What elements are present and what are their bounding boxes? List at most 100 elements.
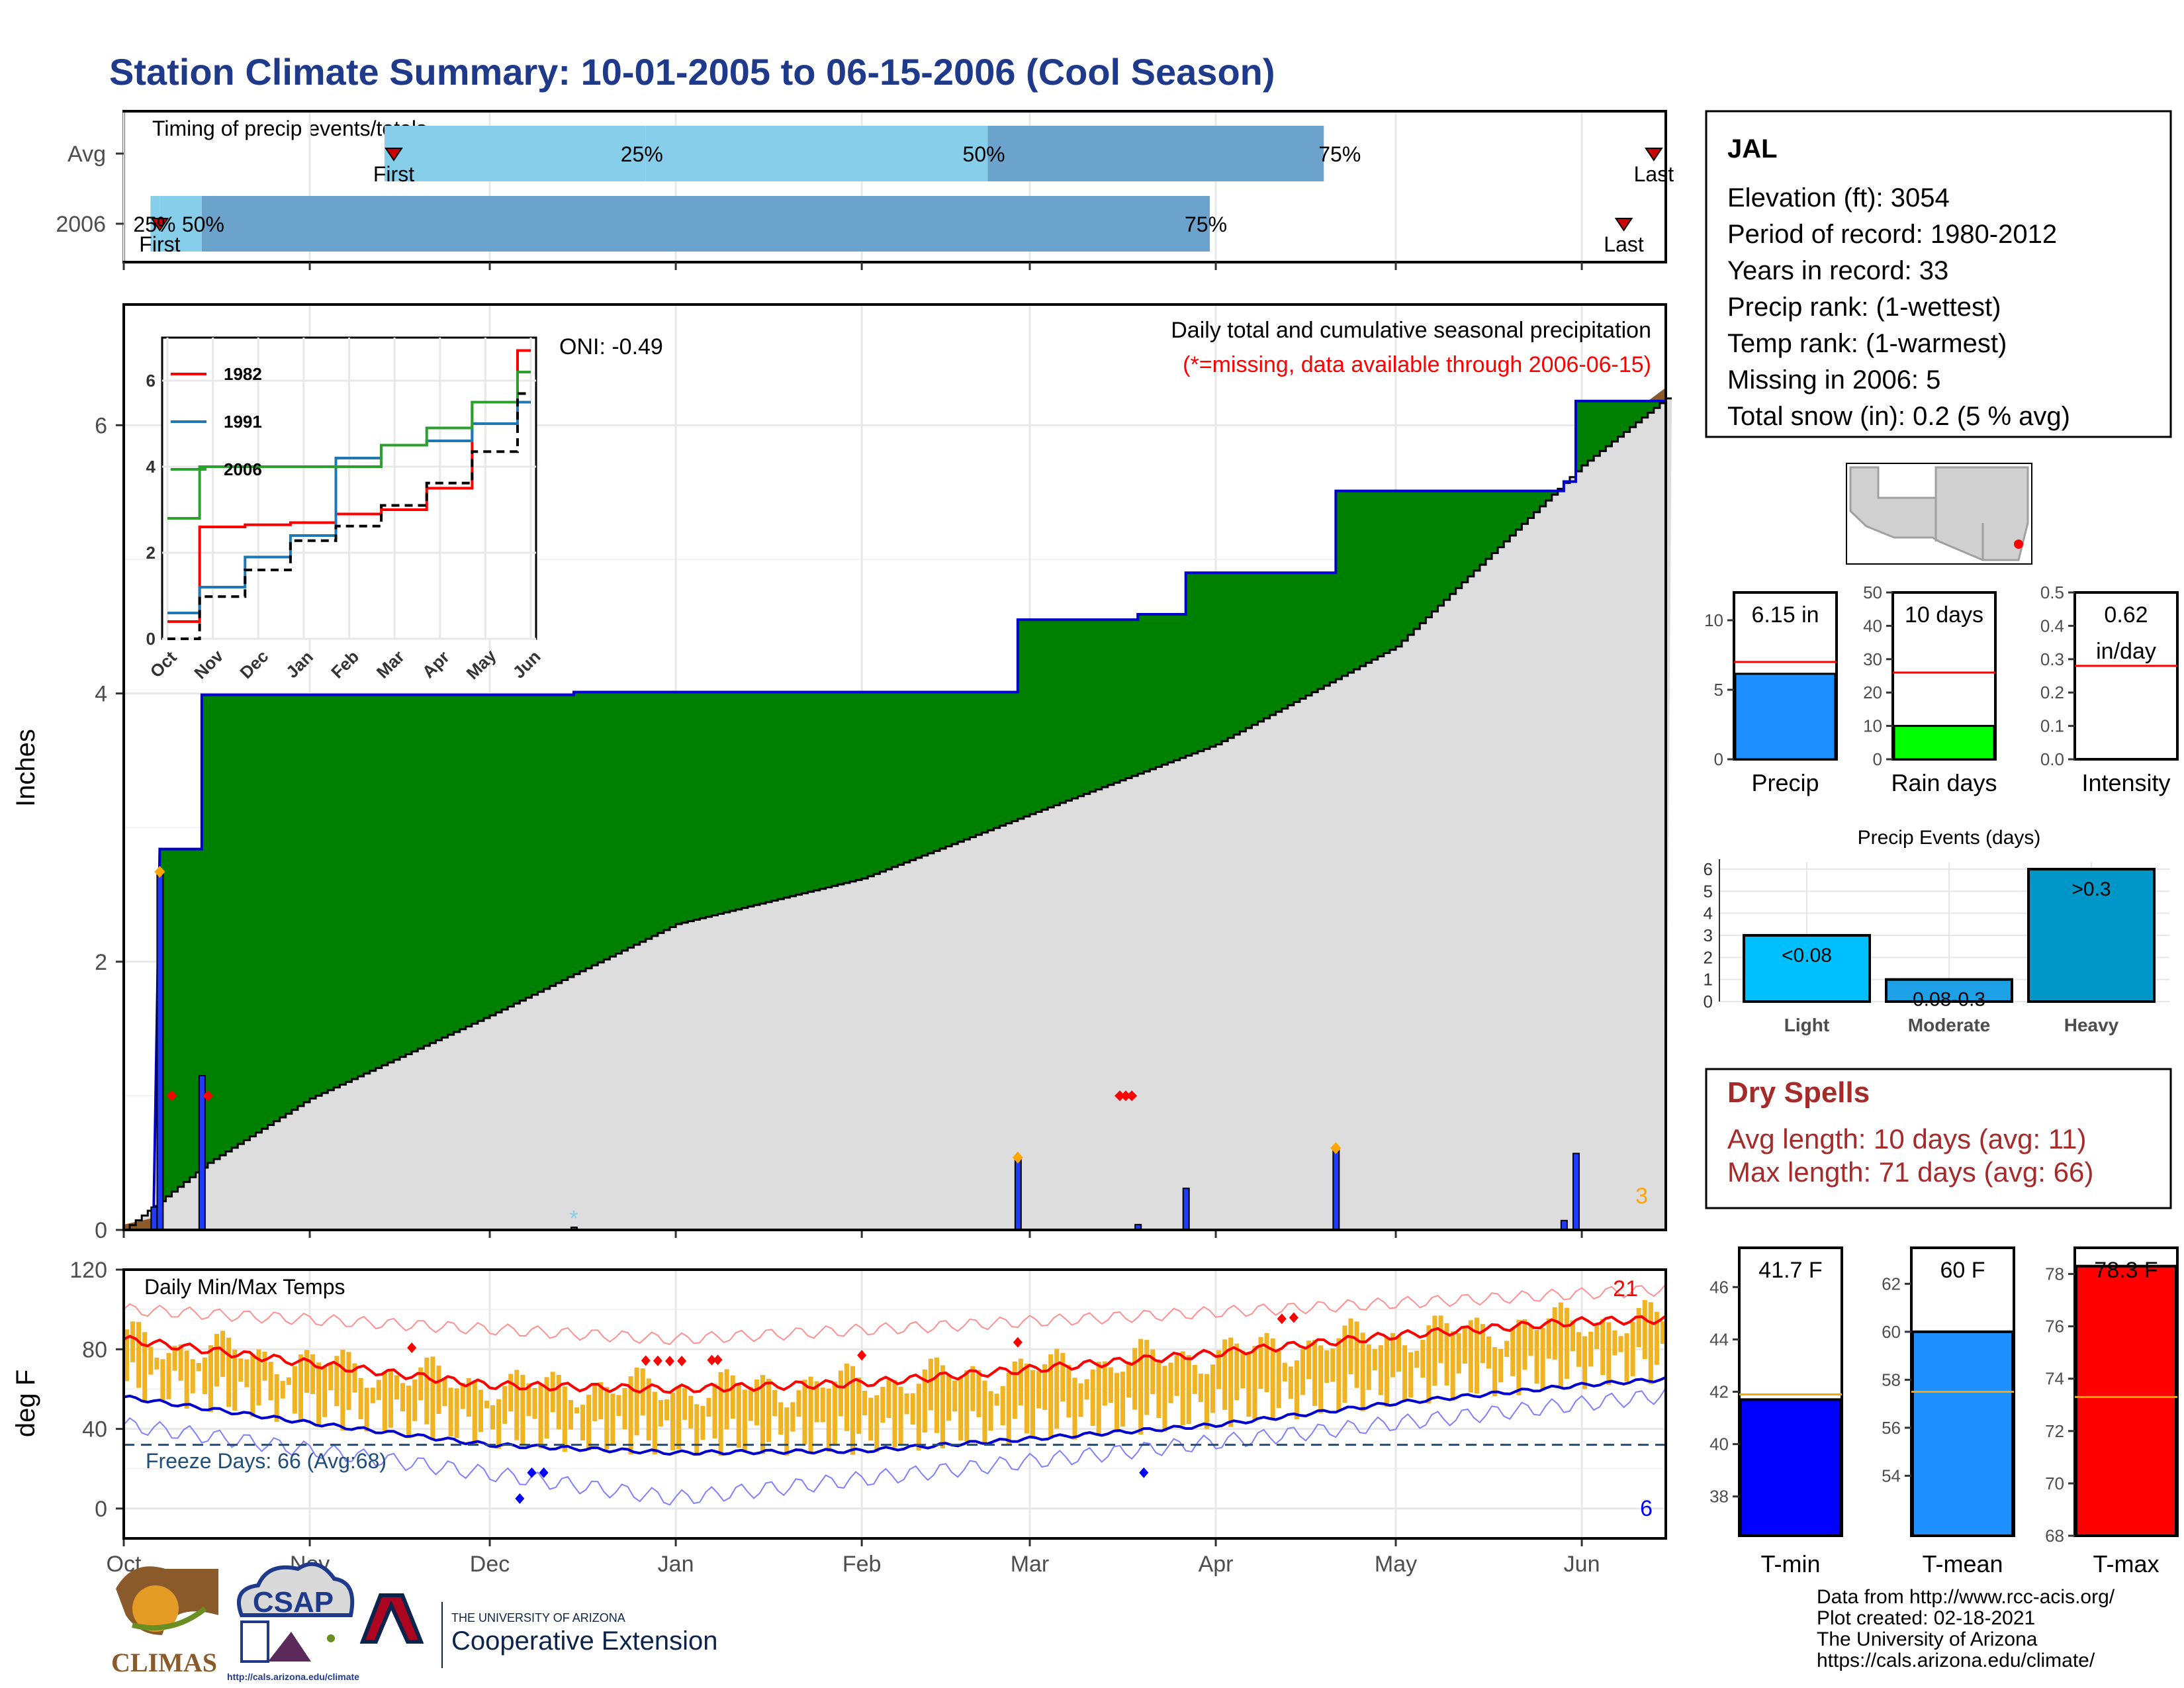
footer-line: Data from http://www.rcc-acis.org/: [1817, 1586, 2115, 1608]
daily-temp-range-bar: [1276, 1350, 1281, 1409]
events-bar: [2027, 868, 2156, 1003]
daily-temp-range-bar: [184, 1350, 189, 1409]
daily-temp-range-bar: [424, 1357, 430, 1425]
temp-bar-tick-label: 38: [1709, 1487, 1729, 1507]
summary-bar-fill: [1893, 725, 1995, 761]
events-bar: [1743, 934, 1871, 1003]
daily-temp-range-bar: [1030, 1370, 1036, 1439]
daily-temp-range-bar: [1054, 1348, 1060, 1429]
daily-temp-range-bar: [1282, 1362, 1287, 1382]
daily-temp-range-bar: [502, 1385, 508, 1424]
daily-temp-range-bar: [1486, 1336, 1492, 1369]
daily-temp-range-bar: [400, 1383, 406, 1412]
daily-precip-bar: [156, 871, 164, 1231]
daily-temp-range-bar: [1102, 1361, 1107, 1406]
daily-temp-range-bar: [256, 1349, 261, 1406]
daily-temp-range-bar: [862, 1390, 868, 1416]
daily-temp-range-bar: [460, 1382, 465, 1409]
temp-bar-tick-label: 78: [2045, 1264, 2064, 1284]
record-precip-marker: [1012, 1151, 1023, 1164]
daily-temp-range-bar: [1198, 1374, 1203, 1402]
summary-bar-tick-label: 0: [1873, 749, 1882, 769]
daily-temp-range-bar: [1420, 1340, 1426, 1378]
temp-x-tick-label: Jan: [658, 1552, 694, 1577]
record-high-marker: [677, 1356, 687, 1367]
daily-temp-range-bar: [544, 1377, 549, 1439]
summary-bar-frame: [2073, 591, 2179, 761]
daily-temp-range-bar: [418, 1367, 424, 1401]
daily-temp-range-bar: [1390, 1333, 1396, 1378]
daily-temp-range-bar: [304, 1350, 310, 1393]
record-low-line: [123, 1387, 1666, 1506]
record-low-marker: [527, 1467, 537, 1478]
daily-temp-range-bar: [1078, 1383, 1083, 1417]
daily-temp-range-bar: [712, 1383, 717, 1438]
temp-bar-tick-label: 62: [1882, 1274, 1901, 1293]
daily-temp-range-bar: [622, 1387, 627, 1430]
temp-bar-tick-label: 56: [1882, 1418, 1901, 1438]
events-bar: [1885, 978, 2013, 1003]
daily-temp-range-bar: [1126, 1361, 1132, 1398]
daily-temp-range-bar: [190, 1359, 195, 1393]
daily-temp-range-bar: [376, 1380, 381, 1400]
events-bar-text: 0.08-0.3: [1913, 989, 1985, 1011]
last-event-marker: [1614, 218, 1633, 232]
missing-day-marker: [1120, 1090, 1132, 1102]
missing-day-marker: [1114, 1090, 1125, 1102]
csap-url: http://cals.arizona.edu/climate: [227, 1671, 359, 1682]
missing-day-marker: [166, 1090, 177, 1102]
temp-bar-tick-label: 60: [1882, 1322, 1901, 1342]
temp-x-tick-label: Feb: [842, 1552, 882, 1577]
daily-temp-range-bar: [1234, 1343, 1240, 1401]
missing-asterisk: *: [569, 1206, 578, 1231]
events-y-tick-label: 0: [1704, 992, 1713, 1011]
inset-y-tick-label: 2: [146, 543, 156, 563]
summary-bar-tick-label: 10: [1704, 610, 1723, 630]
summary-bar-tick-label: 20: [1863, 682, 1882, 702]
daily-temp-range-bar: [796, 1390, 801, 1417]
daily-temp-range-bar: [820, 1387, 825, 1423]
ua-line1: THE UNIVERSITY OF ARIZONA: [451, 1611, 625, 1624]
record-high-count: 21: [1613, 1276, 1638, 1301]
events-x-label: Light: [1784, 1015, 1829, 1035]
summary-bar-tick-label: 0.3: [2040, 649, 2064, 669]
temp-bar-fill: [2075, 1264, 2177, 1537]
daily-temp-range-bar: [322, 1367, 328, 1417]
daily-temp-range-bar: [1114, 1373, 1119, 1432]
daily-temp-range-bar: [928, 1358, 933, 1411]
daily-temp-range-bar: [892, 1380, 897, 1448]
daily-temp-range-bar: [964, 1370, 970, 1442]
daily-temp-range-bar: [580, 1405, 586, 1440]
daily-temp-range-bar: [1036, 1371, 1042, 1409]
precip-legend-line1: Daily total and cumulative seasonal prec…: [1171, 318, 1651, 343]
daily-temp-range-bar: [1354, 1321, 1359, 1388]
temp-x-tick-label: Dec: [470, 1552, 510, 1577]
surplus-area: [124, 398, 1672, 1230]
inset-legend-label: 1982: [224, 364, 262, 384]
daily-temp-range-bar: [478, 1389, 483, 1432]
daily-temp-range-bar: [922, 1369, 927, 1433]
temp-y-tick-label: 40: [82, 1417, 107, 1442]
daily-temp-range-bar: [1048, 1354, 1054, 1439]
daily-temp-range-bar: [310, 1354, 316, 1394]
station-info: JAL Elevation (ft): 3054 Period of record…: [1705, 110, 2172, 438]
daily-temp-range-bar: [826, 1388, 831, 1452]
daily-temp-range-bar: [598, 1382, 604, 1420]
daily-temp-range-bar: [976, 1370, 981, 1417]
daily-temp-range-bar: [1336, 1338, 1342, 1411]
daily-temp-range-bar: [1456, 1333, 1461, 1374]
daily-temp-range-bar: [808, 1376, 813, 1452]
daily-temp-range-bar: [1186, 1355, 1191, 1425]
daily-temp-range-bar: [1636, 1307, 1641, 1348]
daily-temp-range-bar: [1576, 1332, 1582, 1367]
oni-label: ONI: -0.49: [559, 334, 663, 359]
temp-x-tick-label: Jun: [1564, 1552, 1600, 1577]
daily-temp-range-bar: [238, 1358, 244, 1382]
daily-temp-range-bar: [1324, 1350, 1330, 1383]
daily-temp-range-bar: [1156, 1360, 1161, 1419]
daily-temp-range-bar: [520, 1374, 525, 1446]
daily-temp-range-bar: [670, 1392, 676, 1450]
record-high-marker: [1277, 1313, 1287, 1325]
timing-bar-25-50: [159, 196, 202, 252]
precip-events: Precip Events (days) 0 1 23 4 56 <0.08 Light 0.…: [1704, 827, 2169, 1035]
